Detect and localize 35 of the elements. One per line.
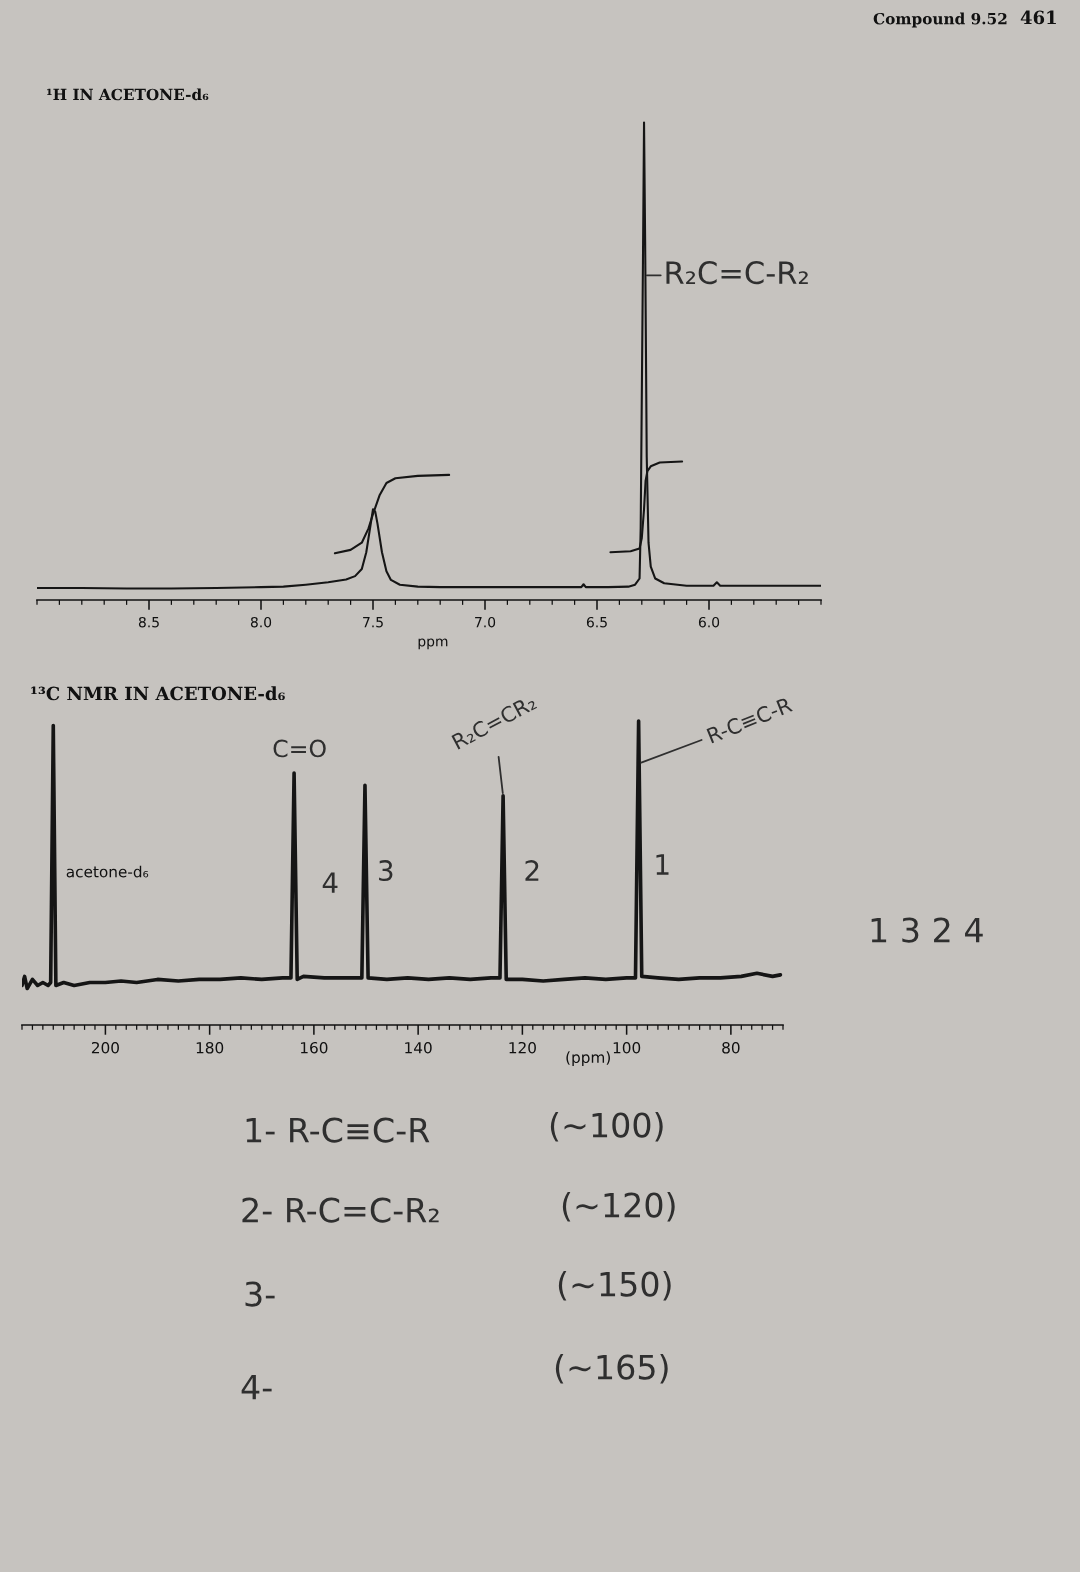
x-tick-label: 120: [509, 1041, 536, 1054]
x-axis-title: (ppm): [566, 1051, 610, 1066]
x-tick-label: 8.5: [138, 616, 159, 628]
annotation: acetone-d₆: [66, 865, 149, 878]
annotation: 2: [525, 860, 539, 881]
text: 3-: [245, 1281, 275, 1307]
annotation: 1: [656, 854, 669, 875]
x-tick-label: 160: [300, 1041, 328, 1054]
text: (~100): [550, 1111, 663, 1142]
x-tick-label: 7.0: [475, 616, 496, 628]
x-tick-label: 80: [722, 1041, 740, 1054]
x-tick-label: 100: [613, 1041, 641, 1054]
chart-title: ¹H IN ACETONE-d₆: [47, 88, 209, 101]
annotation: 4: [322, 872, 338, 893]
text: Compound 9.52: [873, 12, 1007, 28]
text: 1 3 2 4: [871, 917, 983, 943]
text: 2- R-C=C-R₂: [242, 1197, 439, 1223]
x-tick-label: 140: [405, 1041, 432, 1054]
annotation: C=O: [273, 739, 326, 758]
x-tick-label: 6.5: [586, 616, 607, 628]
x-tick-label: 200: [91, 1041, 119, 1054]
annotation: 3: [379, 860, 393, 882]
text: 1- R-C≡C-R: [246, 1117, 430, 1143]
annotation: R₂C=C-R₂: [666, 261, 808, 285]
text: 461: [1020, 10, 1056, 25]
x-axis-title: ppm: [418, 638, 448, 650]
text: (~150): [558, 1270, 671, 1301]
x-tick-label: 7.5: [363, 617, 383, 628]
text: (~165): [555, 1353, 668, 1384]
text: 4-: [241, 1374, 272, 1400]
chart-title: ¹³C NMR IN ACETONE-d₆: [31, 686, 285, 701]
x-tick-label: 180: [196, 1041, 224, 1054]
x-tick-label: 6.0: [698, 616, 720, 628]
text: (~120): [562, 1191, 675, 1222]
x-tick-label: 8.0: [250, 616, 272, 628]
